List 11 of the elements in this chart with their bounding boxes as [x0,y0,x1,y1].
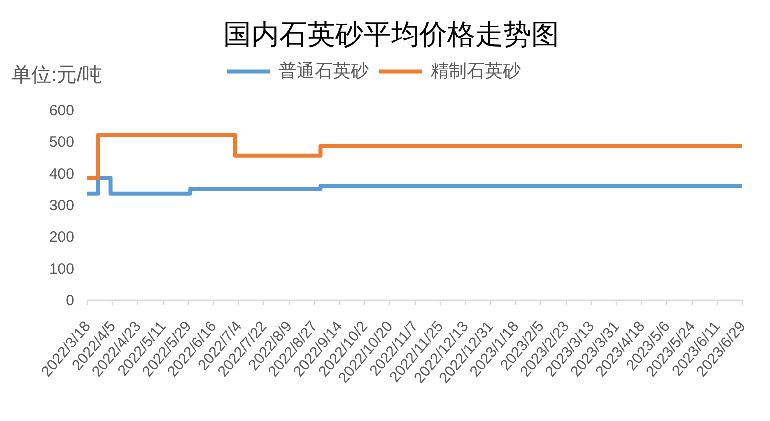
y-tick-label: 400 [49,166,74,183]
y-tick-label: 200 [49,229,74,246]
y-tick-label: 0 [66,292,74,310]
legend-label: 普通石英砂 [279,60,369,81]
legend-label: 精制石英砂 [431,60,521,81]
y-tick-label: 300 [49,198,74,214]
y-tick-label: 600 [49,102,74,120]
y-tick-label: 500 [49,134,74,152]
y-tick-label: 100 [49,260,74,278]
chart-title: 国内石英砂平均价格走势图 [224,19,560,50]
y-axis-title: 单位:元/吨 [12,64,103,86]
